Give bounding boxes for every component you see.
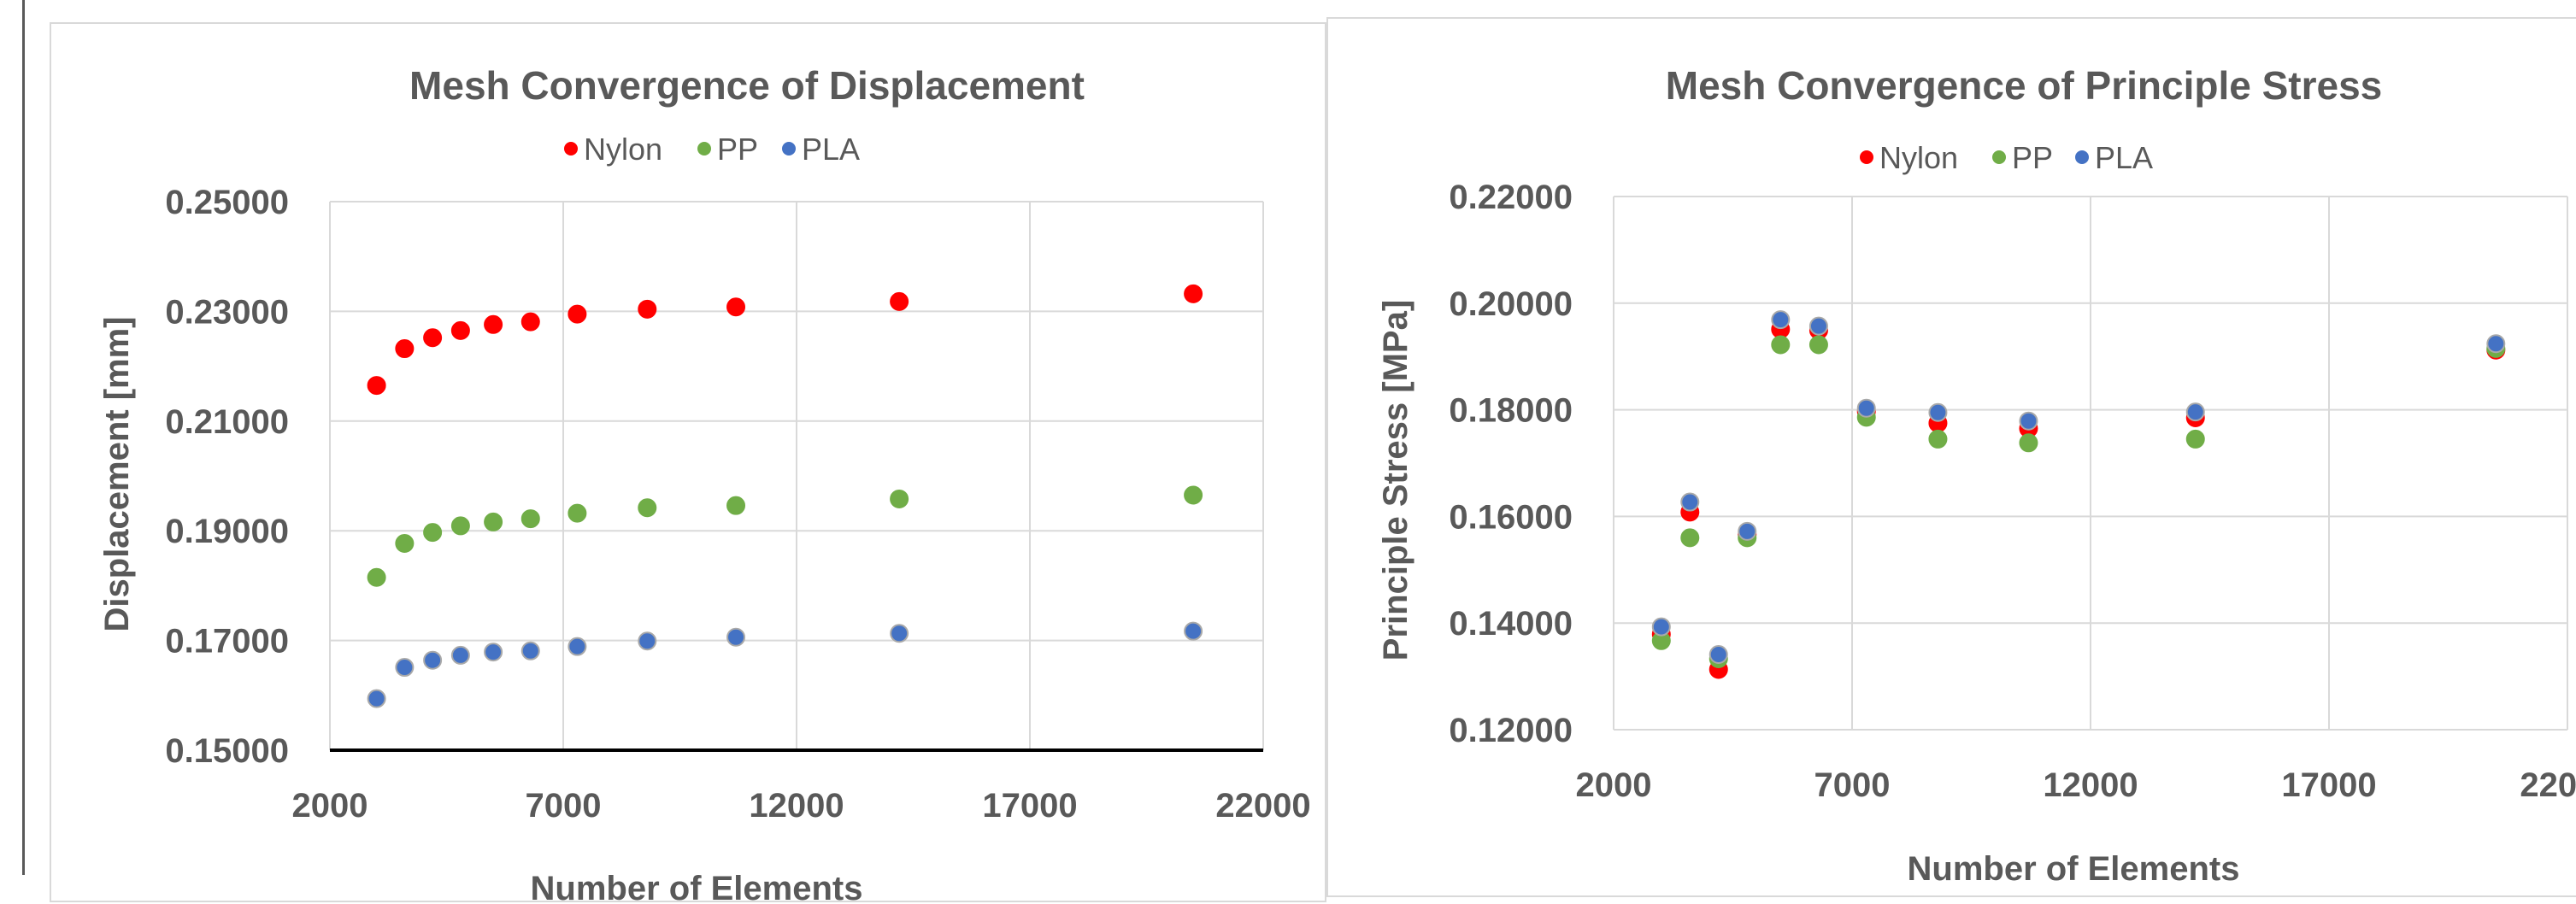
principle-stress-chart-svg: Mesh Convergence of Principle Stress Nyl… <box>1377 63 2576 888</box>
displacement-chart-svg: Mesh Convergence of Displacement Nylon P… <box>98 63 1311 904</box>
data-point-nylon <box>726 297 746 317</box>
data-point-pla <box>1771 310 1791 330</box>
data-point-pla <box>484 643 503 662</box>
data-point-pla <box>1856 398 1876 418</box>
x-tick-label: 22000 <box>2520 766 2576 804</box>
data-point-pla <box>2185 402 2205 422</box>
x-tick-label: 2000 <box>1576 766 1652 804</box>
legend-marker-pla <box>2075 150 2089 164</box>
data-point-nylon <box>1184 284 1203 303</box>
data-point-pla <box>890 624 909 643</box>
data-point-pp <box>890 489 909 508</box>
legend-marker-pp <box>1992 150 2006 164</box>
data-point-pp <box>1680 528 1700 548</box>
data-point-pp <box>568 503 587 523</box>
data-point-pla <box>1738 521 1757 541</box>
y-tick-label: 0.20000 <box>1449 285 1573 323</box>
data-point-pp <box>1808 335 1828 355</box>
chart-legend: Nylon PP PLA <box>1860 140 2153 175</box>
legend-marker-pp <box>697 142 711 156</box>
data-point-pp <box>2185 429 2205 449</box>
data-point-pla <box>1651 617 1671 637</box>
y-tick-label: 0.16000 <box>1449 498 1573 536</box>
data-point-pp <box>2019 433 2038 453</box>
y-tick-label: 0.14000 <box>1449 605 1573 643</box>
data-point-nylon <box>484 314 503 334</box>
chart-title: Mesh Convergence of Principle Stress <box>1666 63 2383 108</box>
x-axis-title: Number of Elements <box>1908 850 2240 888</box>
y-axis-title: Displacement [mm] <box>98 317 136 632</box>
data-point-nylon <box>423 328 443 348</box>
x-tick-label: 17000 <box>982 787 1077 825</box>
x-tick-label: 7000 <box>526 787 602 825</box>
x-tick-label: 2000 <box>292 787 368 825</box>
data-point-nylon <box>638 299 657 319</box>
data-point-pla <box>568 637 587 656</box>
legend-label-pla: PLA <box>802 132 860 167</box>
y-tick-label: 0.12000 <box>1449 712 1573 749</box>
data-point-pla <box>1680 492 1700 512</box>
data-point-pp <box>367 567 386 587</box>
data-point-pp <box>1928 429 1948 449</box>
y-tick-label: 0.17000 <box>165 623 289 660</box>
x-tick-label: 22000 <box>1215 787 1310 825</box>
chart-title: Mesh Convergence of Displacement <box>409 63 1085 108</box>
data-point-pla <box>1709 645 1728 665</box>
data-point-nylon <box>450 320 470 340</box>
legend-marker-pla <box>782 142 796 156</box>
y-tick-label: 0.21000 <box>165 403 289 441</box>
y-tick-label: 0.18000 <box>1449 392 1573 430</box>
legend-label-nylon: Nylon <box>1879 140 1958 175</box>
data-point-nylon <box>568 304 587 324</box>
x-tick-label: 12000 <box>2043 766 2138 804</box>
data-point-pp <box>484 512 503 531</box>
data-point-pla <box>1184 621 1203 641</box>
data-point-pp <box>726 496 746 515</box>
data-point-pp <box>1771 335 1791 355</box>
legend-label-pla: PLA <box>2095 140 2153 175</box>
data-point-pla <box>2486 334 2506 354</box>
window-edge-rule <box>22 0 25 875</box>
data-point-pp <box>520 509 540 529</box>
legend-label-nylon: Nylon <box>584 132 662 167</box>
data-point-pp <box>450 516 470 536</box>
y-tick-label: 0.19000 <box>165 513 289 550</box>
data-point-pp <box>1184 485 1203 505</box>
principle-stress-chart: Mesh Convergence of Principle Stress Nyl… <box>1326 17 2576 897</box>
chart-legend: Nylon PP PLA <box>564 132 860 167</box>
plot-area: 0.12000 0.14000 0.16000 0.18000 0.20000 0.220… <box>1449 179 2576 804</box>
y-tick-label: 0.22000 <box>1449 179 1573 216</box>
y-axis-title: Principle Stress [MPa] <box>1377 300 1414 660</box>
data-point-pla <box>1928 402 1948 422</box>
y-tick-label: 0.25000 <box>165 184 289 221</box>
x-tick-label: 7000 <box>1814 766 1891 804</box>
y-tick-label: 0.23000 <box>165 293 289 331</box>
data-point-pla <box>2019 411 2038 431</box>
data-point-pla <box>726 627 746 647</box>
data-point-pla <box>450 645 470 665</box>
data-point-pla <box>520 641 540 660</box>
legend-marker-nylon <box>564 142 578 156</box>
data-point-nylon <box>520 312 540 332</box>
data-point-nylon <box>367 376 386 396</box>
x-tick-label: 17000 <box>2281 766 2376 804</box>
data-point-pla <box>423 650 443 670</box>
y-tick-label: 0.15000 <box>165 732 289 770</box>
data-point-pla <box>1808 316 1828 336</box>
plot-area: 0.15000 0.17000 0.19000 0.21000 0.23000 0.250… <box>165 184 1310 825</box>
data-point-pp <box>423 523 443 543</box>
data-point-pla <box>367 689 386 708</box>
data-point-pla <box>395 658 415 678</box>
data-point-nylon <box>890 291 909 311</box>
data-point-pp <box>638 498 657 518</box>
data-point-pp <box>395 533 415 553</box>
displacement-chart: Mesh Convergence of Displacement Nylon P… <box>50 22 1326 904</box>
x-axis-title: Number of Elements <box>531 870 863 904</box>
data-point-nylon <box>395 339 415 359</box>
x-tick-label: 12000 <box>749 787 844 825</box>
legend-label-pp: PP <box>717 132 758 167</box>
legend-label-pp: PP <box>2012 140 2053 175</box>
data-point-pla <box>638 631 657 651</box>
legend-marker-nylon <box>1860 150 1873 164</box>
